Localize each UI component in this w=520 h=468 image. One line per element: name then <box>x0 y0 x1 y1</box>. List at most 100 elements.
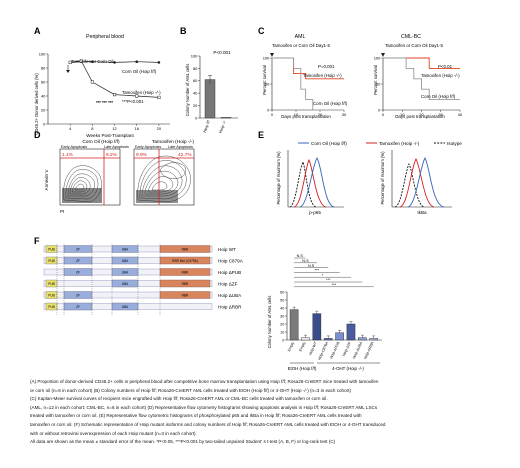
panel-c-aml-xlabel: Days post transplantation <box>281 114 331 119</box>
panel-f-uba-domain <box>111 279 139 288</box>
panel-b-y-tick-label: 40 <box>193 91 198 96</box>
panel-d-tam-title: Tamoxifen (Hoip -/-) <box>152 139 195 145</box>
panel-c-cml-y-tick-label: 100 <box>374 55 381 60</box>
panel-c-cml-tam-label: Tamoxifen (Hoip -/-) <box>421 73 460 78</box>
panel-c-aml-pvalue: P=0.001 <box>318 64 335 69</box>
panel-f-y-tick-label: 30 <box>280 314 284 318</box>
panel-f-uba-label: UBA <box>122 271 129 275</box>
panel-f-construct-name: Hoip ΔRBR <box>218 304 242 309</box>
panel-f-x-tick-label: Hoip-ΔUBA <box>352 341 364 360</box>
panel-a-treatment-arrowhead <box>66 70 70 73</box>
panel-c-aml-corn-curve <box>272 57 344 111</box>
panel-b-y-tick-label: 80 <box>193 66 198 71</box>
panel-d-corn-title: Corn Oil (Hoip f/f) <box>82 139 120 145</box>
caption-line: (A) Proportion of donor-derived CD45.2+ … <box>30 379 379 384</box>
panel-a-y-tick-label: 40 <box>41 93 46 98</box>
panel-a-tam-line <box>70 60 159 98</box>
panel-c-cml-corn-label: Corn Oil (Hoip f/f) <box>421 94 456 99</box>
panel-f-pub-label: PUB <box>48 259 55 263</box>
panel-c-cml-treatment-arrowhead <box>381 53 385 57</box>
panel-a-corn-point <box>157 61 161 64</box>
caption-line: (C) Kaplan-Meier survival curves of reci… <box>30 396 328 402</box>
panel-f-rbr-label: RBR <box>182 282 189 286</box>
panel-e-right-xlabel: IkBa <box>417 210 427 215</box>
panel-f-sig-label: *** <box>332 283 337 287</box>
caption-line: tamoxifen or corn oil. (F) Schematic rep… <box>30 421 386 427</box>
panel-c-aml-tam-label: Tamoxifen (Hoip -/-) <box>303 73 342 78</box>
panel-c-cml-x-tick-label: 0 <box>382 112 385 117</box>
panel-c-cml-x-tick-label: 40 <box>458 112 463 117</box>
panel-f-bar <box>335 332 344 341</box>
panel-f-uba-label: UBA <box>122 282 129 286</box>
panel-f-zf-label: ZF <box>76 305 80 309</box>
panel-a-y-tick-label: 80 <box>41 65 46 70</box>
panel-d-tam-early-label: Early Apoptosis <box>135 145 161 149</box>
panel-a-tam-point <box>157 95 161 99</box>
panel-f-bar <box>323 338 333 341</box>
panel-b-y-tick-label: 0 <box>195 115 198 120</box>
panel-d-corn-late-pct: 6.2% <box>106 152 118 158</box>
panel-a-x-tick-label: 12 <box>112 126 117 131</box>
panel-e-right-ylabel: Percentage of maximum (%) <box>380 151 385 205</box>
panel-c-aml-corn-label: Corn Oil (Hoip f/f) <box>313 101 348 106</box>
panel-f-construct-name: Hoip ΔPUB <box>218 270 241 275</box>
panel-a-corn-point <box>113 61 116 64</box>
panel-d-corn-density <box>62 188 102 203</box>
panel-a-letter: A <box>34 26 41 36</box>
panel-b-y-tick-label: 60 <box>193 78 198 83</box>
caption-line: with or without retroviral overexpressio… <box>30 430 196 436</box>
panel-b-x-tick-label: Hoip f/f <box>202 119 211 133</box>
caption-line: (AML, n=12 in each cohort; CML-BC, n=6 i… <box>30 404 378 410</box>
panel-c-cml-pvalue: P<0.01 <box>438 64 453 69</box>
panel-a-x-tick-label: 20 <box>157 126 162 131</box>
panel-f-bar <box>301 337 310 341</box>
panel-a-y-tick-label: 100 <box>39 51 46 56</box>
caption-line: or corn oil (n=6 in each cohort) (B) Col… <box>30 387 352 393</box>
panel-a-xlabel: Weeks Post-Transplant <box>86 133 134 138</box>
panel-e-left-ylabel: Percentage of maximum (%) <box>276 151 281 205</box>
panel-f-construct-name: Hoip WT <box>218 247 236 252</box>
panel-f-zf-label: ZF <box>76 259 80 263</box>
panel-c-aml-y-tick-label: 50 <box>265 81 270 86</box>
panel-f-ylabel: Colony Number of AML cells <box>267 296 272 349</box>
panel-c: C AML CML-BC Tamoxifen or Corn Oil Day1-… <box>258 26 463 119</box>
panel-c-cml-ylabel: Percent survival <box>373 65 378 95</box>
panel-e: E Corn Oil (Hoip f/f) Tamoxifen (Hoip -/… <box>258 130 462 215</box>
panel-c-aml-x-tick-label: 10 <box>294 112 299 117</box>
panel-f-y-tick-label: 0 <box>282 338 284 342</box>
panel-a-y-tick-label: 0 <box>43 121 46 126</box>
panel-d-ylabel: Annexin V <box>44 169 49 191</box>
panel-d-corn-early-pct: 1.1% <box>62 152 74 158</box>
panel-a-tam-point <box>68 60 72 64</box>
panel-c-cml-x-tick-label: 30 <box>439 112 444 117</box>
panel-e-left-axes <box>287 150 344 208</box>
panel-a-pvalue: ***P<0.001 <box>122 99 144 104</box>
panel-a-chart: 0 20 40 60 80 100 4 8 12 16 20 <box>39 51 170 131</box>
panel-c-cml-treatment: Tamoxifen or Corn Oil Day1-5 <box>385 43 443 48</box>
panel-f-x-tick-label: Hoip-WT <box>308 341 318 356</box>
panel-f-x-tick-label: Hoip-ΔZF <box>342 341 352 357</box>
panel-f-rbr-label: RBR Mut (C879A) <box>172 259 198 263</box>
panel-f-rbr-domain <box>159 279 211 288</box>
panel-e-right-isotype-curve <box>394 162 425 208</box>
panel-f-sig-label: N.S <box>308 264 315 268</box>
panel-d-tam-late-pct: 42.7% <box>178 152 192 158</box>
panel-c-cml-y-tick-label: 0 <box>378 107 381 112</box>
caption-line: All data are shown as the mean ± standar… <box>30 439 336 445</box>
panel-f-pub-label: PUB <box>48 248 55 252</box>
panel-f-y-tick-label: 50 <box>280 298 284 302</box>
panel-c-aml-x-tick-label: 20 <box>318 112 323 117</box>
panel-f-uba-label: UBA <box>122 305 129 309</box>
panel-a-tam-point <box>90 80 94 84</box>
panel-c-cml-x-tick-label: 10 <box>400 112 405 117</box>
panel-f-y-tick-label: 40 <box>280 306 284 310</box>
panel-f-sig-label: * <box>322 273 324 277</box>
panel-f-sig-label: N.S <box>297 254 304 258</box>
panel-f-rbr-label: RBR <box>182 271 189 275</box>
panel-f-y-tick-label: 20 <box>280 322 284 326</box>
panel-f-letter: F <box>34 236 40 246</box>
panel-f-group1-label: EtOH (Hoip f/f) <box>288 366 317 371</box>
figure-caption: (A) Proportion of donor-derived CD45.2+ … <box>30 378 500 447</box>
